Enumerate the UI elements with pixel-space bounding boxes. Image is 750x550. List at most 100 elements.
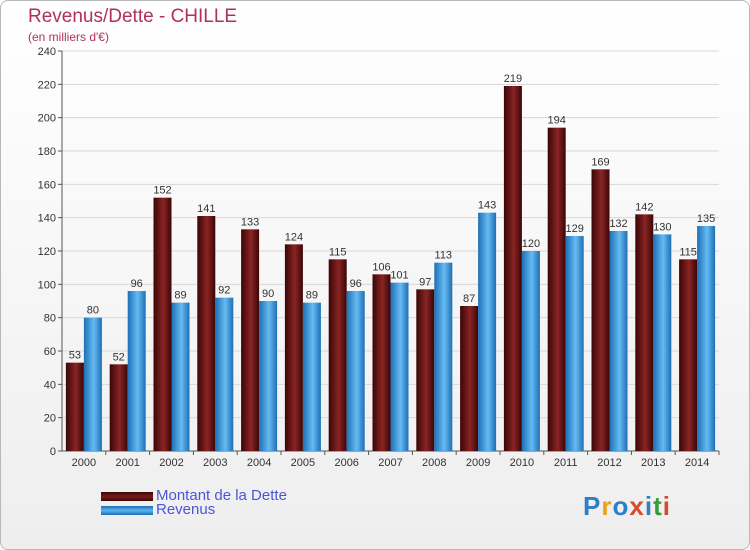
x-tick-label: 2007 [378,457,402,469]
bar-revenus [565,236,584,451]
bar-revenus-label: 89 [306,290,318,302]
y-tick-label: 60 [44,346,56,358]
y-tick-label: 100 [38,279,56,291]
x-tick-label: 2002 [159,457,183,469]
x-tick-label: 2004 [247,457,271,469]
bar-revenus-label: 129 [566,223,584,235]
bar-revenus [434,262,453,451]
x-tick-label: 2000 [72,457,96,469]
bar-dette [197,216,216,451]
logo-letter: x [629,491,645,521]
logo-letter: i [662,491,671,521]
bar-revenus [259,301,278,451]
x-tick-label: 2001 [115,457,139,469]
chart-title: Revenus/Dette - CHILLE [28,6,238,27]
bar-revenus [346,291,365,451]
x-tick-label: 2009 [466,457,490,469]
bar-dette-label: 115 [329,246,347,258]
bar-dette-label: 194 [548,115,566,127]
legend-swatch-revenus [101,506,153,515]
bar-revenus-label: 135 [697,213,715,225]
bar-dette [635,214,654,451]
bar-dette-label: 219 [504,73,522,85]
bar-dette-label: 142 [635,201,653,213]
y-tick-label: 220 [38,79,56,91]
bar-dette [153,197,172,451]
bar-dette-label: 52 [113,351,125,363]
legend-swatch-dette [101,492,153,501]
bar-dette [109,364,128,451]
logo-letter: o [612,491,630,521]
bar-dette-label: 106 [372,261,390,273]
bar-dette-label: 115 [679,246,697,258]
bar-dette [65,362,84,451]
bar-dette [372,274,391,451]
bar-dette [503,86,522,451]
bar-revenus [697,226,716,451]
bar-dette-label: 169 [591,156,609,168]
bar-revenus [302,302,321,451]
bar-revenus-label: 92 [218,285,230,297]
y-tick-label: 120 [38,246,56,258]
bar-revenus-label: 130 [653,221,671,233]
bar-revenus-label: 80 [87,305,99,317]
y-tick-label: 180 [38,146,56,158]
bar-dette-label: 53 [69,350,81,362]
y-tick-label: 80 [44,313,56,325]
bar-revenus [653,234,672,451]
bar-dette [591,169,610,452]
bar-dette-label: 87 [463,293,475,305]
y-tick-label: 200 [38,113,56,125]
y-tick-label: 240 [38,46,56,58]
legend-label-revenus: Revenus [156,501,216,518]
x-tick-label: 2014 [685,457,709,469]
bar-dette [679,259,698,451]
bar-revenus-label: 101 [390,270,408,282]
bar-dette [416,289,435,451]
bar-revenus-label: 96 [350,278,362,290]
y-tick-label: 140 [38,213,56,225]
y-tick-label: 0 [50,446,56,458]
bar-revenus [83,317,102,451]
y-tick-label: 20 [44,413,56,425]
bar-dette-label: 133 [241,216,259,228]
y-tick-label: 40 [44,379,56,391]
x-tick-label: 2012 [597,457,621,469]
bar-revenus-label: 89 [174,290,186,302]
x-tick-label: 2011 [554,457,578,469]
bar-dette [284,244,303,451]
bar-revenus-label: 143 [478,200,496,212]
chart-subtitle: (en milliers d'€) [28,30,109,44]
y-tick-label: 160 [38,179,56,191]
x-tick-label: 2013 [641,457,665,469]
logo-letter: i [644,491,654,521]
x-tick-label: 2003 [203,457,227,469]
bar-dette-label: 97 [419,276,431,288]
logo-letter: t [653,491,663,521]
bar-revenus [521,251,540,451]
bar-revenus-label: 90 [262,288,274,300]
x-tick-label: 2008 [422,457,446,469]
legend-label-dette: Montant de la Dette [156,487,287,504]
bar-revenus-label: 96 [131,278,143,290]
proxiti-logo: Proxiti [583,491,671,522]
logo-letter: r [601,491,613,521]
bar-revenus [390,282,409,451]
bar-dette-label: 141 [197,203,215,215]
bar-revenus [609,231,628,451]
bar-revenus-label: 113 [435,250,453,262]
bar-revenus [171,302,190,451]
bar-dette [460,306,479,451]
bar-revenus [127,291,146,451]
bar-revenus [478,212,497,451]
bar-dette [328,259,347,451]
bar-dette-label: 152 [153,185,171,197]
x-tick-label: 2006 [334,457,358,469]
x-tick-label: 2010 [510,457,534,469]
bar-revenus-label: 132 [609,218,627,230]
logo-letter: P [583,491,602,521]
x-tick-label: 2005 [291,457,315,469]
bar-revenus-label: 120 [522,238,540,250]
